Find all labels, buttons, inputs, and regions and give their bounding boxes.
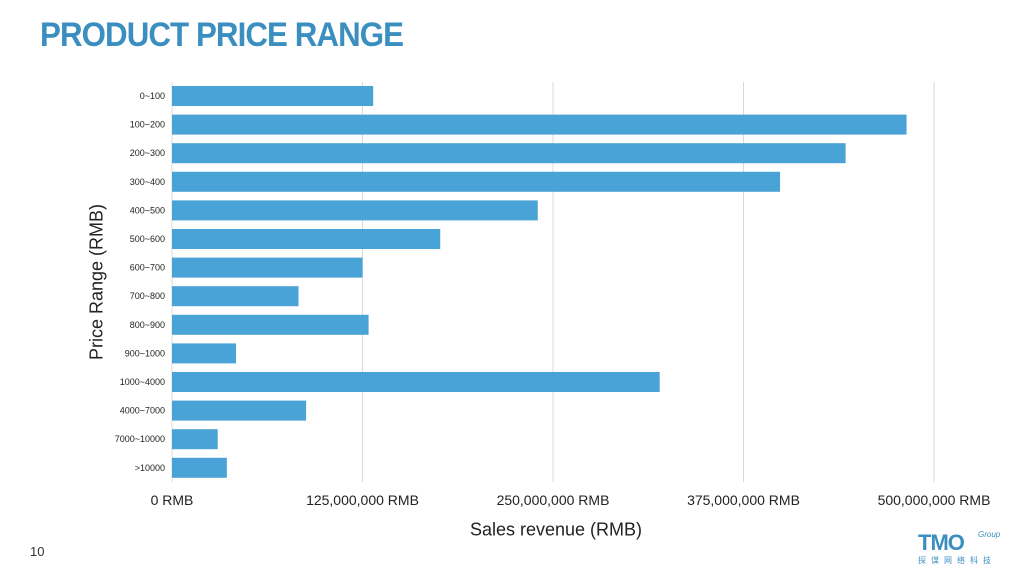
bar <box>172 200 538 221</box>
bar <box>172 86 374 106</box>
x-tick-label: 500,000,000 RMB <box>878 492 991 508</box>
bar <box>172 343 237 364</box>
bar <box>172 171 781 192</box>
x-axis-label: Sales revenue (RMB) <box>469 519 643 540</box>
y-tick-label: 0~100 <box>140 91 165 101</box>
x-tick-label: 375,000,000 RMB <box>687 492 800 508</box>
x-tick-labels: 0 RMB 125,000,000 RMB 250,000,000 RMB 375,0… <box>151 492 991 508</box>
page-number: 10 <box>30 544 45 559</box>
y-axis-label: Price Range (RMB) <box>86 203 107 361</box>
y-tick-label: 800~900 <box>130 320 165 330</box>
y-tick-label: 500~600 <box>130 234 165 244</box>
bar <box>172 286 299 307</box>
y-tick-label: 7000~10000 <box>115 434 165 444</box>
x-tick-label: 125,000,000 RMB <box>306 492 419 508</box>
y-tick-label: 200~300 <box>130 148 165 158</box>
bars <box>172 86 907 478</box>
y-tick-label: 300~400 <box>130 177 165 187</box>
bar <box>172 372 660 392</box>
bar <box>172 114 907 135</box>
y-tick-label: 400~500 <box>130 205 165 215</box>
y-tick-label: 100~200 <box>130 120 165 130</box>
y-tick-label: 900~1000 <box>125 348 165 358</box>
y-tick-label: 4000~7000 <box>120 406 165 416</box>
logo-group-text: Group <box>978 530 1001 539</box>
y-tick-label: 700~800 <box>130 291 165 301</box>
logo-chinese-text: 探谋网络科技 <box>918 556 996 565</box>
x-tick-label: 250,000,000 RMB <box>497 492 610 508</box>
bar <box>172 143 846 164</box>
bar <box>172 400 307 421</box>
y-tick-label: 600~700 <box>130 263 165 273</box>
y-tick-label: >10000 <box>135 463 165 473</box>
bar <box>172 229 441 249</box>
bar <box>172 429 218 450</box>
company-logo: TMO Group 探谋网络科技 <box>916 530 1008 566</box>
logo-wordmark: TMO <box>918 530 965 555</box>
x-tick-label: 0 RMB <box>151 492 194 508</box>
y-tick-label: 1000~4000 <box>120 377 165 387</box>
bar <box>172 457 227 478</box>
slide-title: PRODUCT PRICE RANGE <box>40 16 404 54</box>
grid-lines <box>171 82 935 482</box>
bar <box>172 314 369 335</box>
bar <box>172 257 363 278</box>
y-tick-labels: 0~100 100~200 200~300 300~400 400~500 500~600… <box>115 91 165 473</box>
